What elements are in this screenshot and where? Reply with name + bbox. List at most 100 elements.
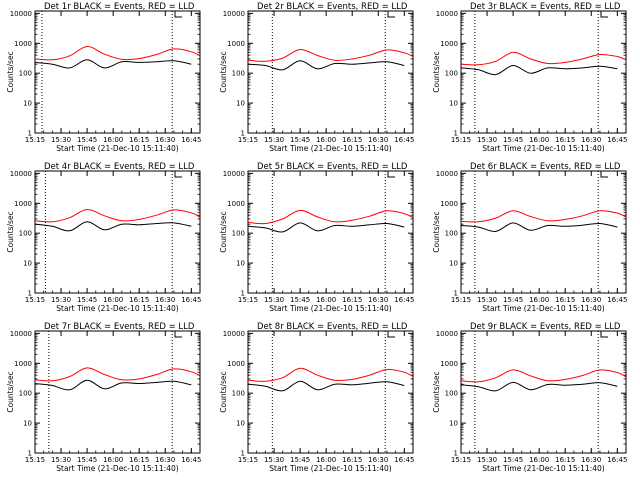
- x-tick-label: 16:00: [103, 456, 123, 464]
- time-bracket-mark: [600, 331, 608, 338]
- y-tick-label: 1: [28, 290, 32, 298]
- x-tick-label: 16:30: [155, 296, 175, 304]
- x-tick-label: 15:15: [451, 136, 471, 144]
- x-tick-label: 16:00: [103, 296, 123, 304]
- lld-series-line: [460, 51, 627, 66]
- panel-title: Det 7r BLACK = Events, RED = LLD: [44, 322, 195, 332]
- plot-frame: [247, 330, 414, 454]
- x-axis-label: Start Time (21-Dec-10 15:11:40): [56, 464, 178, 473]
- y-tick-label: 10: [449, 100, 458, 108]
- y-tick-label: 10000: [436, 10, 458, 18]
- plot-frame: [34, 170, 201, 294]
- x-tick-label: 16:15: [342, 456, 362, 464]
- time-bracket-mark: [600, 11, 608, 18]
- y-tick-label: 1000: [14, 200, 32, 208]
- x-tick-label: 16:15: [129, 296, 149, 304]
- y-tick-label: 1000: [440, 360, 458, 368]
- panel-title: Det 2r BLACK = Events, RED = LLD: [257, 2, 408, 12]
- x-tick-label: 16:30: [368, 296, 388, 304]
- x-tick-label: 16:45: [181, 456, 201, 464]
- y-tick-label: 100: [232, 390, 245, 398]
- x-tick-label: 15:15: [451, 456, 471, 464]
- x-tick-label: 16:15: [342, 296, 362, 304]
- x-tick-label: 16:45: [181, 296, 201, 304]
- y-axis-label: Counts/sec: [432, 211, 441, 252]
- y-tick-label: 100: [19, 230, 32, 238]
- x-tick-label: 16:15: [555, 296, 575, 304]
- y-tick-label: 100: [19, 70, 32, 78]
- y-tick-label: 10: [449, 260, 458, 268]
- y-tick-label: 1000: [14, 360, 32, 368]
- x-tick-label: 15:30: [477, 456, 497, 464]
- x-tick-label: 15:30: [264, 456, 284, 464]
- x-tick-label: 16:45: [394, 136, 414, 144]
- x-tick-label: 15:45: [290, 456, 310, 464]
- detector-panel-1: Det 1r BLACK = Events, RED = LLD 1 10 100 10…: [6, 2, 201, 153]
- x-tick-label: 16:15: [342, 136, 362, 144]
- x-tick-label: 16:45: [607, 456, 627, 464]
- x-axis-label: Start Time (21-Dec-10 15:11:40): [56, 144, 178, 153]
- x-tick-label: 16:30: [581, 296, 601, 304]
- time-bracket-mark: [387, 331, 395, 338]
- y-tick-label: 10000: [10, 170, 32, 178]
- y-tick-label: 10000: [223, 170, 245, 178]
- time-bracket-mark: [387, 171, 395, 178]
- plot-frame: [460, 170, 627, 294]
- panel-title: Det 3r BLACK = Events, RED = LLD: [470, 2, 621, 12]
- x-tick-label: 15:30: [477, 296, 497, 304]
- y-tick-label: 1: [241, 290, 245, 298]
- events-series-line: [34, 379, 192, 391]
- detector-panel-6: Det 6r BLACK = Events, RED = LLD 1 10 100 10…: [432, 162, 627, 313]
- x-tick-label: 15:45: [77, 296, 97, 304]
- y-tick-label: 1000: [440, 200, 458, 208]
- x-tick-label: 15:45: [290, 296, 310, 304]
- y-tick-label: 10: [449, 420, 458, 428]
- y-tick-label: 1: [28, 130, 32, 138]
- x-tick-label: 16:00: [529, 136, 549, 144]
- y-tick-label: 10000: [436, 170, 458, 178]
- x-tick-label: 15:30: [264, 136, 284, 144]
- y-axis-label: Counts/sec: [432, 51, 441, 92]
- events-series-line: [460, 222, 618, 232]
- y-tick-label: 1000: [227, 360, 245, 368]
- x-tick-label: 16:15: [555, 136, 575, 144]
- y-tick-label: 1000: [440, 40, 458, 48]
- detector-panel-3: Det 3r BLACK = Events, RED = LLD 1 10 100 10…: [432, 2, 627, 153]
- y-tick-label: 10000: [223, 330, 245, 338]
- events-series-line: [247, 222, 405, 233]
- y-tick-label: 10000: [223, 10, 245, 18]
- x-tick-label: 15:15: [25, 296, 45, 304]
- x-tick-label: 15:45: [503, 456, 523, 464]
- y-tick-label: 1: [454, 450, 458, 458]
- x-tick-label: 16:15: [129, 136, 149, 144]
- y-tick-label: 10: [23, 420, 32, 428]
- y-tick-label: 1: [454, 290, 458, 298]
- events-series-line: [247, 60, 405, 71]
- x-tick-label: 16:15: [555, 456, 575, 464]
- plot-frame: [460, 330, 627, 454]
- plot-frame: [34, 330, 201, 454]
- plot-frame: [460, 10, 627, 134]
- plot-frame: [247, 10, 414, 134]
- x-tick-label: 16:00: [316, 456, 336, 464]
- x-tick-label: 16:30: [368, 136, 388, 144]
- y-tick-label: 10: [23, 100, 32, 108]
- y-axis-label: Counts/sec: [6, 51, 15, 92]
- time-bracket-mark: [387, 11, 395, 18]
- y-tick-label: 10: [236, 100, 245, 108]
- lld-series-line: [34, 45, 201, 61]
- y-tick-label: 10000: [10, 330, 32, 338]
- x-tick-label: 15:15: [238, 456, 258, 464]
- panel-title: Det 5r BLACK = Events, RED = LLD: [257, 162, 408, 172]
- y-tick-label: 10: [236, 260, 245, 268]
- y-tick-label: 1: [241, 130, 245, 138]
- x-tick-label: 15:45: [77, 136, 97, 144]
- panel-title: Det 1r BLACK = Events, RED = LLD: [44, 2, 195, 12]
- y-axis-label: Counts/sec: [219, 51, 228, 92]
- x-tick-label: 15:15: [25, 136, 45, 144]
- x-tick-label: 16:45: [394, 456, 414, 464]
- x-tick-label: 15:15: [238, 136, 258, 144]
- y-axis-label: Counts/sec: [219, 371, 228, 412]
- time-bracket-mark: [174, 171, 182, 178]
- x-tick-label: 15:30: [264, 296, 284, 304]
